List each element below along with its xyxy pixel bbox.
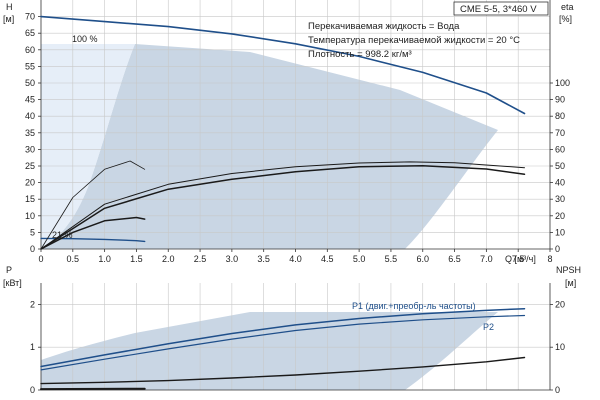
y-tick-label-right: 70 [555, 128, 565, 138]
y-unit-right-lower: [м] [565, 278, 576, 288]
npsh-curve [40, 356, 526, 385]
info-line-temperature: Температура перекачиваемой жидкости = 20… [308, 35, 520, 46]
y-tick-label-left: 40 [25, 111, 35, 121]
x-tick-label: 1.0 [98, 254, 111, 264]
grid-upper [41, 0, 550, 249]
y-tick-label-left: 0 [30, 385, 35, 395]
y-tick-label-left: 70 [25, 12, 35, 22]
model-box [453, 1, 549, 16]
y-tick-label-left: 2 [30, 299, 35, 309]
x-tick-label: 6.0 [416, 254, 429, 264]
efficiency-curve-pump [40, 164, 526, 250]
x-tick-label: 2.0 [162, 254, 175, 264]
head-efficiency-panel: 0 0.5 1.0 1.5 2.0 2.5 3.0 3.5 4.0 4.5 5.0 5.5 6.0 6.5… [3, 0, 574, 264]
y-label-left-lower: P [6, 265, 12, 275]
y-tick-label-left: 25 [25, 161, 35, 171]
x-axis-label: Q [м³/ч] [505, 254, 536, 264]
y-tick-label-left: 35 [25, 128, 35, 138]
x-tick-label: 3.5 [257, 254, 270, 264]
y-tick-label-left: 30 [25, 144, 35, 154]
grid-lower [41, 283, 550, 390]
y-tick-label-right: 0 [555, 385, 560, 395]
power-curve-p1 [40, 307, 526, 368]
annotation-100-percent: 100 % [72, 34, 98, 44]
x-tick-label: 8 [547, 254, 552, 264]
y-unit-left-upper: [м] [3, 14, 14, 24]
y-ticks-lower-right: 0 10 20 [550, 299, 565, 395]
y-tick-label-right: 20 [555, 211, 565, 221]
y-label-right-lower: NPSH [556, 265, 581, 275]
x-tick-label: 1.5 [130, 254, 143, 264]
head-curve-max [40, 15, 526, 115]
info-line-density: Плотность = 998.2 кг/м³ [308, 49, 412, 60]
y-tick-label-left: 1 [30, 342, 35, 352]
y-tick-label-right: 60 [555, 144, 565, 154]
x-tick-label: 4.0 [289, 254, 302, 264]
series-label-p2: P2 [483, 322, 494, 332]
model-label: CME 5-5, 3*460 V [460, 4, 537, 15]
x-tick-label: 7.5 [512, 254, 525, 264]
efficiency-curve-total [40, 161, 525, 250]
y-ticks-lower-left: 0 1 2 [30, 299, 41, 395]
x-tick-label: 5.0 [353, 254, 366, 264]
series-upper [40, 15, 526, 250]
power-npsh-panel: 0 1 2 0 10 20 P [кВт] NPSH [м] P1 (двиг.+пре… [3, 265, 581, 395]
x-tick-label: 2.5 [194, 254, 207, 264]
y-ticks-upper-left: 0 5 10 15 20 25 30 35 40 45 50 55 60 65 70 [25, 12, 41, 254]
y-tick-label-left: 45 [25, 95, 35, 105]
efficiency-curve-min-upper [40, 160, 146, 250]
x-tick-label: 7.0 [480, 254, 493, 264]
y-tick-label-right: 100 [555, 78, 570, 88]
y-tick-label-left: 60 [25, 45, 35, 55]
npsh-range-shade [41, 312, 498, 390]
y-tick-label-right: 90 [555, 95, 565, 105]
info-line-fluid: Перекачиваемая жидкость = Вода [308, 21, 460, 32]
series-lower [40, 307, 526, 391]
x-tick-label: 0.5 [67, 254, 80, 264]
x-tick-label: 0 [38, 254, 43, 264]
x-tick-label: 6.5 [448, 254, 461, 264]
y-unit-right-upper: [%] [559, 14, 572, 24]
y-unit-left-lower: [кВт] [3, 278, 22, 288]
power-curve-p2 [40, 314, 526, 371]
y-label-right-upper: eta [561, 2, 574, 12]
y-tick-label-left: 10 [25, 211, 35, 221]
series-label-p1: P1 (двиг.+преобр-ль частоты) [352, 301, 476, 311]
y-tick-label-left: 20 [25, 178, 35, 188]
y-tick-label-left: 15 [25, 194, 35, 204]
y-tick-label-left: 65 [25, 28, 35, 38]
efficiency-curve-min-lower [40, 216, 146, 250]
y-tick-label-right: 50 [555, 161, 565, 171]
y-tick-label-left: 0 [30, 244, 35, 254]
y-label-left-upper: H [6, 2, 13, 12]
x-tick-label: 5.5 [385, 254, 398, 264]
y-tick-label-left: 5 [30, 227, 35, 237]
x-ticks-upper: 0 0.5 1.0 1.5 2.0 2.5 3.0 3.5 4.0 4.5 5.0 5.5 6.0 6.5… [38, 249, 553, 264]
y-tick-label-right: 80 [555, 111, 565, 121]
y-tick-label-right: 40 [555, 178, 565, 188]
low-flow-shade [41, 44, 135, 249]
y-tick-label-left: 50 [25, 78, 35, 88]
y-tick-label-right: 0 [555, 244, 560, 254]
annotation-21-percent: 21 % [52, 230, 73, 240]
operating-range-shade [41, 44, 498, 249]
x-tick-label: 3.0 [226, 254, 239, 264]
y-tick-label-left: 55 [25, 61, 35, 71]
y-tick-label-right: 20 [555, 299, 565, 309]
x-tick-label: 4.5 [321, 254, 334, 264]
y-tick-label-right: 30 [555, 194, 565, 204]
y-ticks-upper-right: 0 10 20 30 40 50 60 70 80 90 100 [550, 78, 570, 254]
y-tick-label-right: 10 [555, 227, 565, 237]
y-tick-label-right: 10 [555, 342, 565, 352]
